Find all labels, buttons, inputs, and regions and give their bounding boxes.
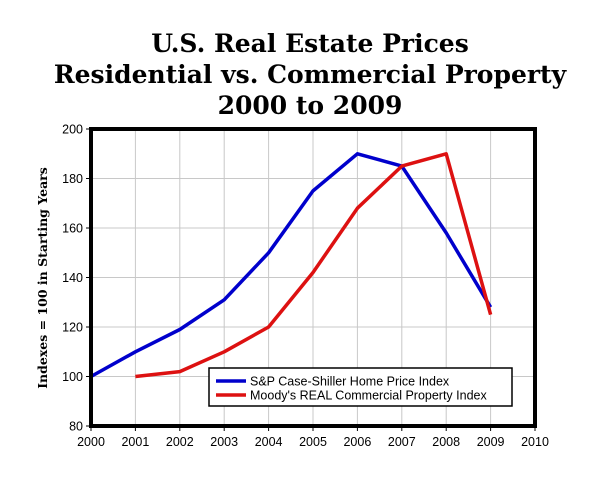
x-tick-label: 2005: [299, 435, 327, 449]
series-group: [90, 152, 493, 379]
y-axis-label: Indexes = 100 in Starting Years: [35, 167, 50, 389]
chart-title-line-2: Residential vs. Commercial Property: [54, 60, 568, 89]
x-tick-label: 2010: [521, 435, 549, 449]
y-tick-label: 200: [62, 123, 83, 137]
x-tick-label: 2009: [477, 435, 505, 449]
y-tick-label: 180: [62, 172, 83, 186]
x-axis-ticks: 2000 2001 2002 2003 2004 2005 2006 2007 2008 2009…: [77, 426, 549, 449]
legend-entry-label: S&P Case-Shiller Home Price Index: [250, 375, 450, 389]
chart-title: U.S. Real Estate Prices Residential vs. …: [54, 29, 568, 120]
x-tick-label: 2000: [77, 435, 105, 449]
y-tick-label: 100: [62, 370, 83, 384]
y-tick-label: 160: [62, 222, 83, 236]
legend: S&P Case-Shiller Home Price IndexMoody's…: [208, 367, 513, 407]
x-tick-label: 2008: [432, 435, 460, 449]
legend-box: [208, 367, 513, 407]
x-tick-label: 2002: [166, 435, 194, 449]
x-tick-label: 2006: [343, 435, 371, 449]
y-axis-ticks: 80 100 120 140 160 180 200: [62, 123, 91, 434]
x-tick-label: 2003: [210, 435, 238, 449]
y-tick-label: 120: [62, 321, 83, 335]
legend-entry-label: Moody's REAL Commercial Property Index: [250, 389, 487, 403]
x-tick-label: 2007: [388, 435, 416, 449]
x-tick-label: 2004: [255, 435, 283, 449]
y-tick-label: 140: [62, 271, 83, 285]
series-line-1: [90, 152, 493, 379]
y-tick-label: 80: [69, 420, 83, 434]
chart-title-line-1: U.S. Real Estate Prices: [151, 29, 469, 58]
chart-title-line-3: 2000 to 2009: [218, 91, 403, 120]
x-tick-label: 2001: [121, 435, 149, 449]
